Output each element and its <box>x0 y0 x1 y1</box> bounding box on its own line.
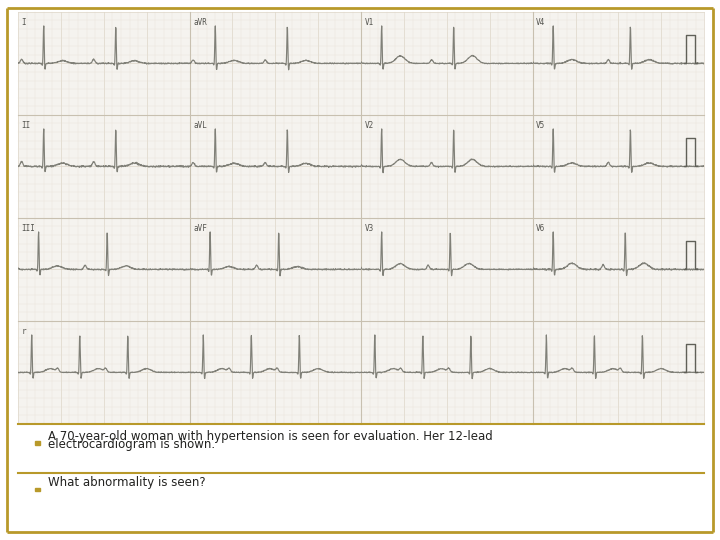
Text: V2: V2 <box>364 122 374 130</box>
Text: A 70-year-old woman with hypertension is seen for evaluation. Her 12-lead: A 70-year-old woman with hypertension is… <box>48 430 492 443</box>
Bar <box>35 488 40 491</box>
Text: aVR: aVR <box>193 18 207 28</box>
Text: r: r <box>22 327 26 336</box>
Text: aVL: aVL <box>193 122 207 130</box>
Text: V3: V3 <box>364 225 374 233</box>
Text: V1: V1 <box>364 18 374 28</box>
Text: II: II <box>22 122 31 130</box>
Bar <box>35 441 40 445</box>
Text: III: III <box>22 225 35 233</box>
Text: V5: V5 <box>536 122 546 130</box>
Text: What abnormality is seen?: What abnormality is seen? <box>48 476 205 489</box>
Text: V4: V4 <box>536 18 546 28</box>
Text: electrocardiogram is shown.: electrocardiogram is shown. <box>48 438 215 451</box>
Text: I: I <box>22 18 26 28</box>
Bar <box>18 12 704 424</box>
Text: V6: V6 <box>536 225 546 233</box>
Text: aVF: aVF <box>193 225 207 233</box>
